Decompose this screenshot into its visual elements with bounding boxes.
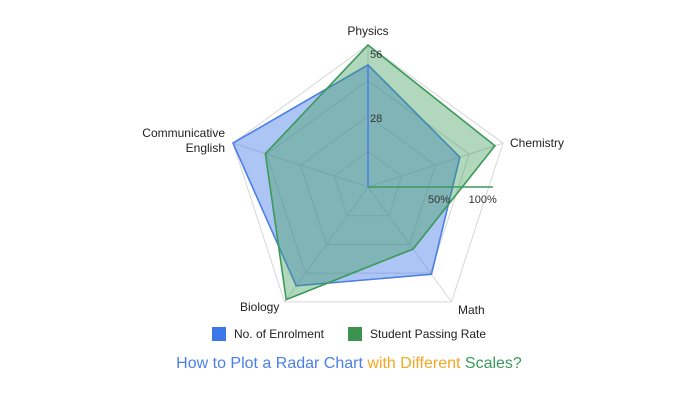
grid-ring (333, 150, 403, 217)
legend-item-enrolment[interactable]: No. of Enrolment (211, 327, 324, 341)
tick-label: 50% (428, 194, 450, 206)
grid-ring (266, 79, 470, 274)
series-area-passing-rate[interactable] (264, 43, 497, 301)
radar-series (231, 43, 497, 301)
axis-label-math: Math (458, 303, 485, 317)
axis-label-communicative-english: Communicative English (142, 126, 225, 155)
axis-label-chemistry: Chemistry (510, 136, 564, 150)
chart-caption: How to Plot a Radar Chart with Different… (0, 355, 698, 373)
legend-item-passing-rate[interactable]: Student Passing Rate (347, 327, 487, 341)
grid-spoke (367, 186, 452, 303)
grid-ring (299, 115, 437, 245)
chart-legend: No. of Enrolment Student Passing Rate (0, 327, 698, 341)
radar-axis-labels: Physics Chemistry Math Biology Communicative… (142, 24, 564, 317)
caption-part-3: Scales? (460, 355, 522, 372)
grid-spoke (367, 142, 504, 188)
tick-label: 100% (469, 194, 497, 206)
radar-ticks: 28 56 50% 100% (370, 49, 497, 206)
legend-label-enrolment: No. of Enrolment (233, 327, 324, 341)
caption-part-2: with Different (362, 355, 461, 372)
caption-part-1: How to Plot a Radar Chart (176, 355, 363, 372)
series-area-enrolment[interactable] (231, 63, 461, 287)
legend-swatch-enrolment (211, 327, 226, 341)
axis-label-biology: Biology (240, 300, 279, 314)
tick-label: 56 (370, 49, 382, 61)
tick-label: 28 (370, 113, 382, 125)
legend-swatch-passing-rate (347, 327, 362, 341)
grid-spoke (232, 142, 369, 188)
grid-spoke (284, 186, 369, 303)
grid-ring (232, 44, 504, 303)
axis-label-physics: Physics (347, 24, 388, 38)
legend-label-passing-rate: Student Passing Rate (369, 327, 487, 341)
